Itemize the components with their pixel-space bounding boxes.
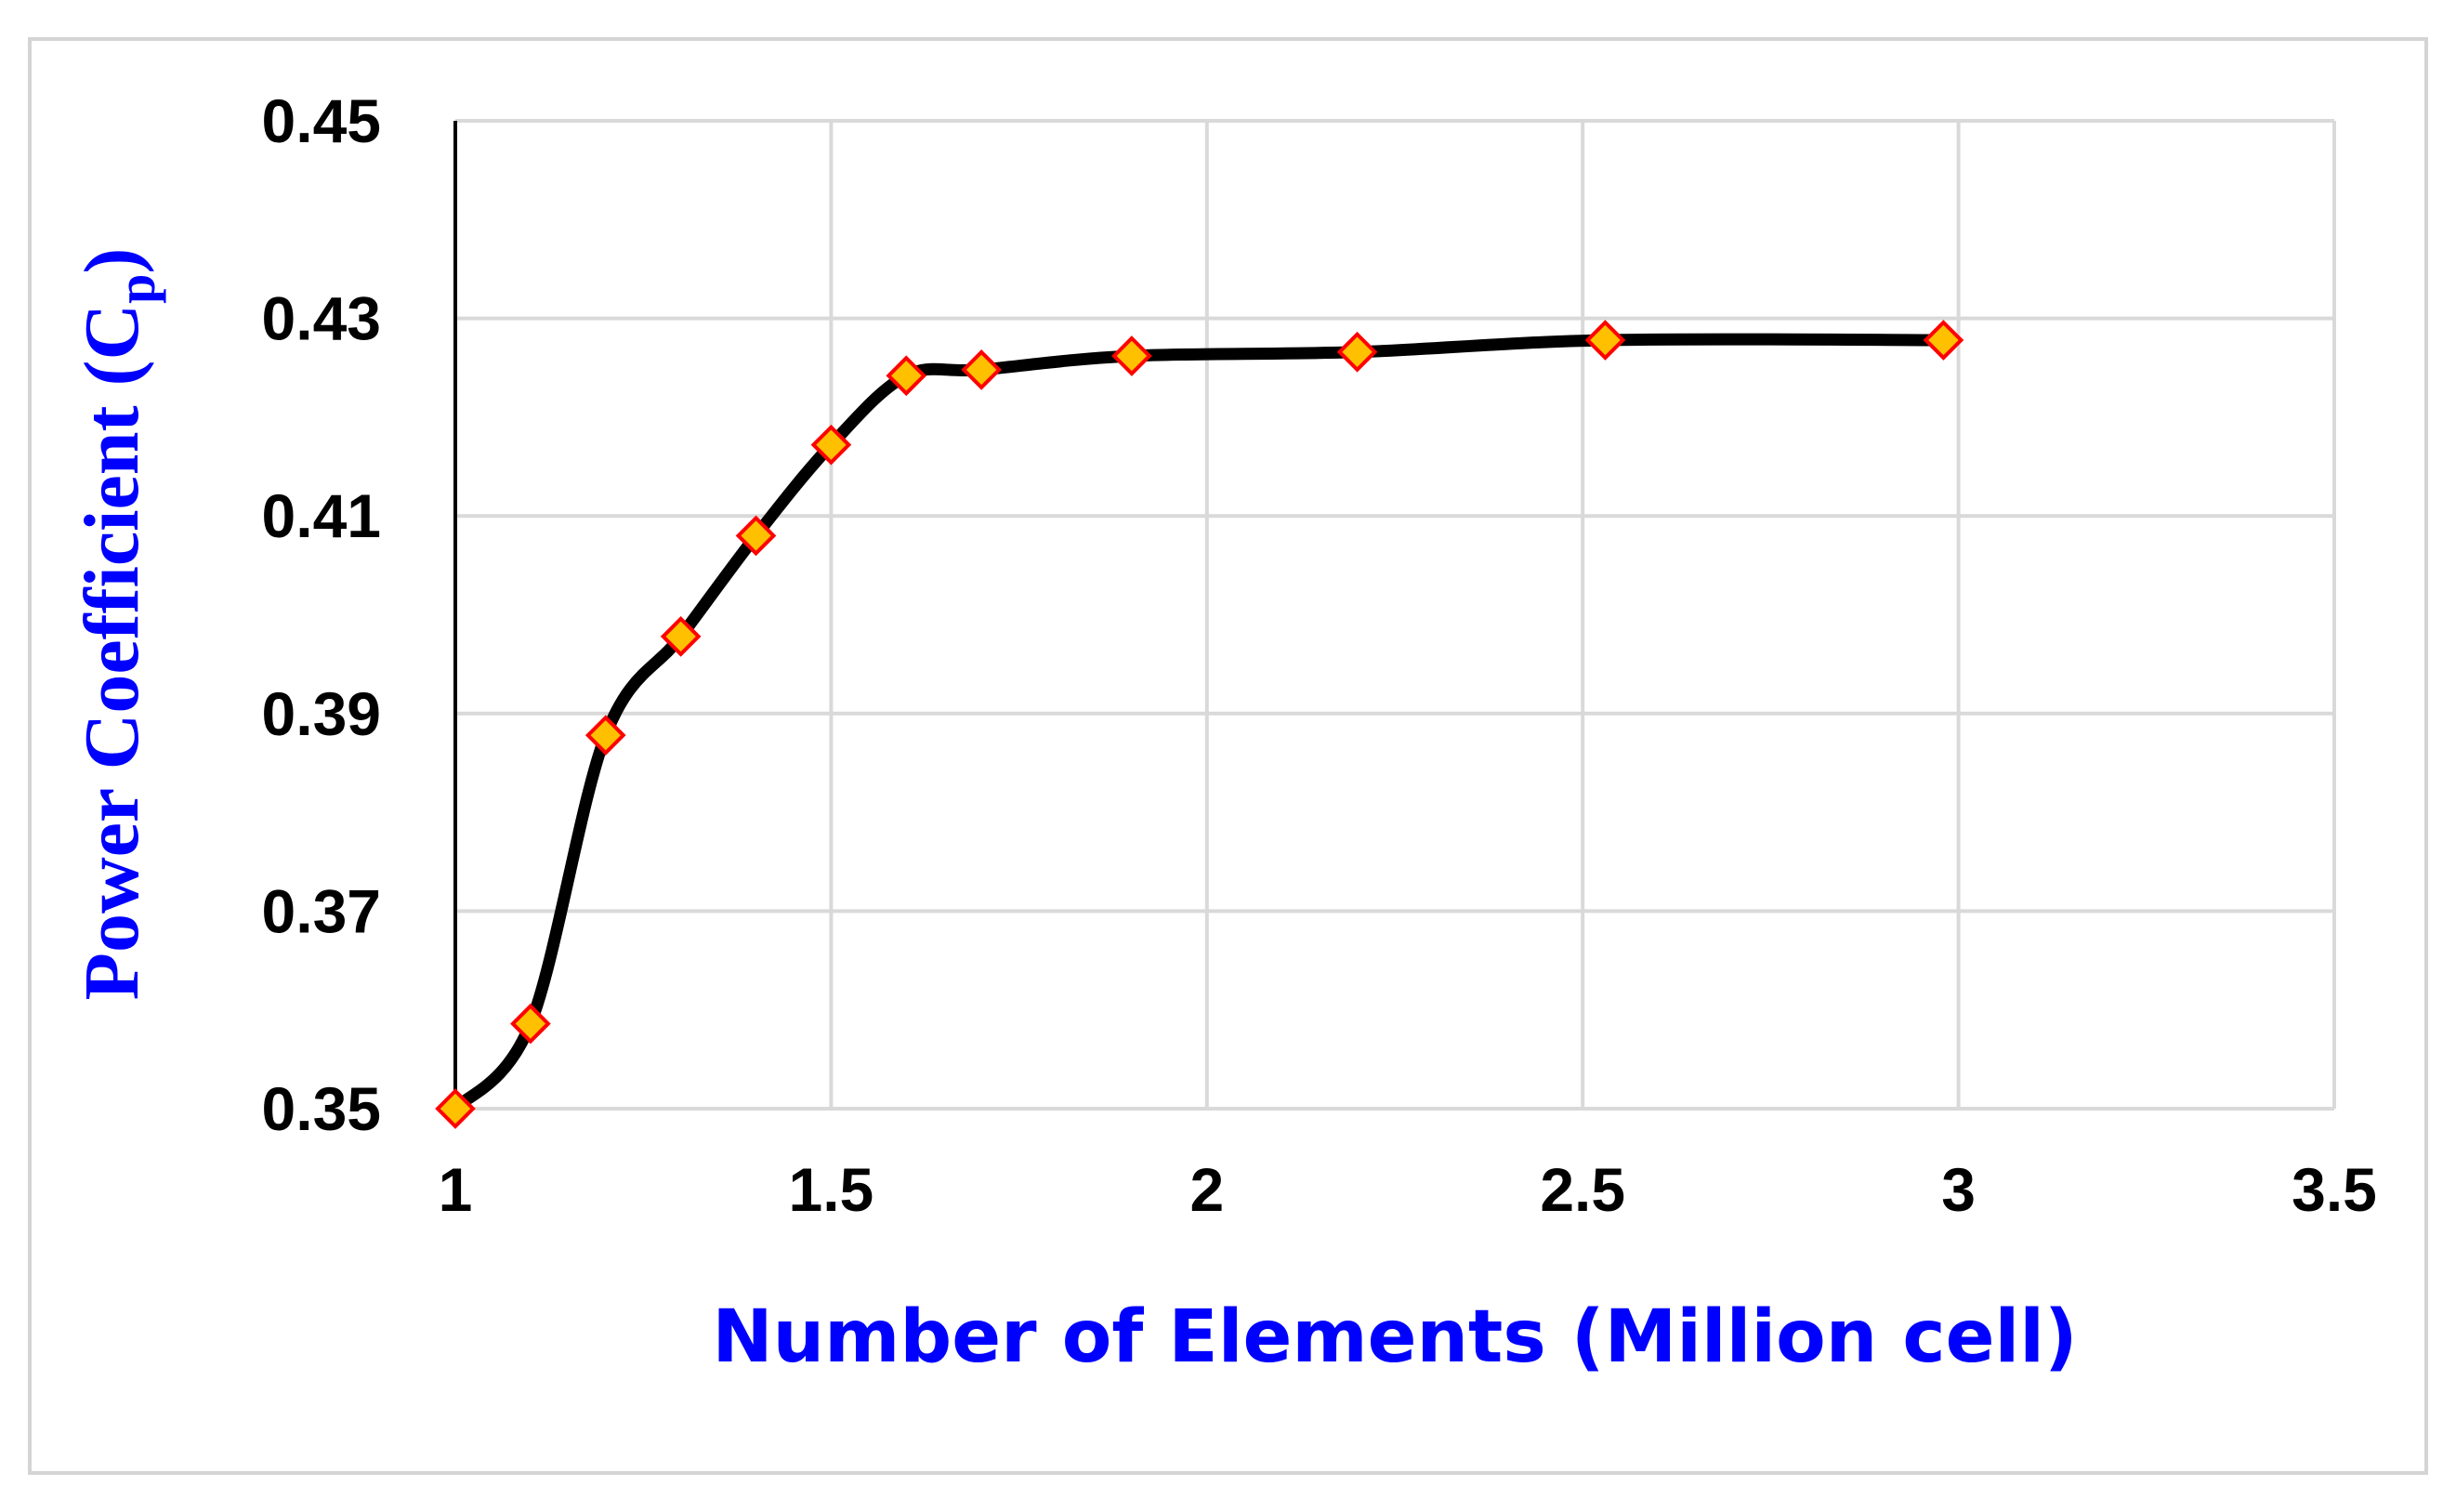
y-axis-title-close: ) <box>69 248 155 274</box>
axis-layer <box>453 121 2334 1111</box>
y-tick-label: 0.45 <box>262 86 381 155</box>
y-axis-title-main: Power Coefficient (C <box>69 304 155 1000</box>
data-point-marker <box>735 515 777 557</box>
x-tick-label: 2 <box>1189 1155 1224 1224</box>
y-tick-label: 0.41 <box>262 481 381 550</box>
y-tick-label: 0.37 <box>262 876 381 945</box>
x-tick-label: 1.5 <box>789 1155 874 1224</box>
data-point-marker <box>660 616 702 657</box>
y-tick-label: 0.43 <box>262 284 381 353</box>
x-tick-label: 3.5 <box>2292 1155 2377 1224</box>
x-axis-title: Number of Elements (Million cell) <box>712 1295 2077 1379</box>
x-tick-label: 2.5 <box>1540 1155 1625 1224</box>
series-layer <box>449 333 1950 1115</box>
data-point-marker <box>1336 331 1378 373</box>
data-point-marker <box>886 355 927 397</box>
marker-layer <box>435 320 1964 1129</box>
series-line <box>449 333 1950 1115</box>
data-point-marker <box>1923 320 1964 361</box>
y-axis-title: Power Coefficient (Cp) <box>69 248 166 1001</box>
data-point-marker <box>1584 320 1626 361</box>
tick-layer: 1 1.5 2 2.5 3 3.5 0.35 0.37 0.39 0.41 0.43 0.45 <box>262 86 2377 1224</box>
data-point-marker <box>510 1003 551 1045</box>
y-tick-label: 0.39 <box>262 679 381 748</box>
x-tick-label: 1 <box>439 1155 473 1224</box>
x-tick-label: 3 <box>1941 1155 1976 1224</box>
data-point-marker <box>961 349 1002 390</box>
data-point-marker <box>1111 335 1152 376</box>
data-point-marker <box>810 424 852 466</box>
data-point-marker <box>584 715 626 756</box>
data-point-marker <box>435 1088 476 1129</box>
y-tick-label: 0.35 <box>262 1074 381 1143</box>
chart-frame <box>28 37 2428 1475</box>
y-axis-title-subscript: p <box>106 274 166 304</box>
grid-layer <box>455 119 2336 1109</box>
